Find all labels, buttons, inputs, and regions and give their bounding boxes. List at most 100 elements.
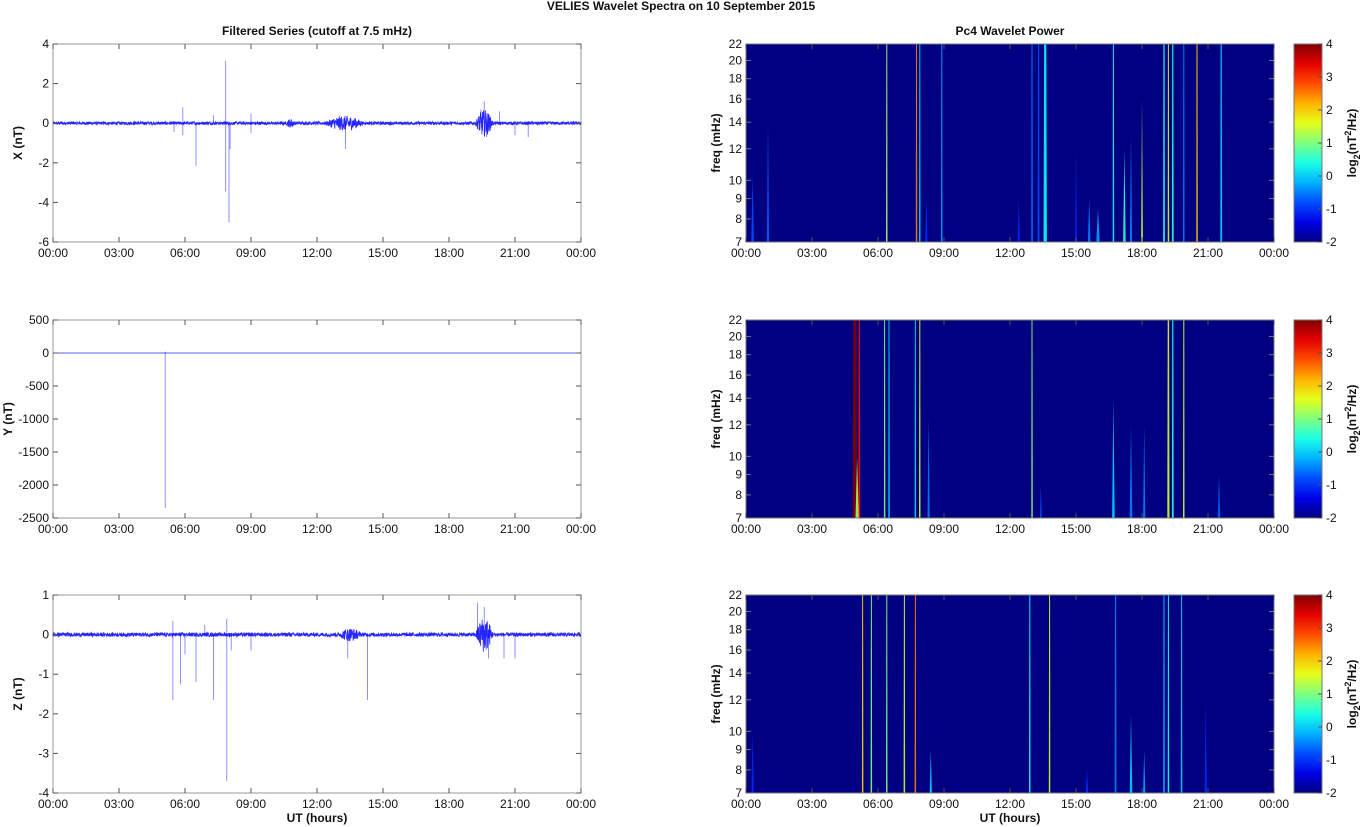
wavelet-streak xyxy=(919,44,921,242)
colorbar-label-part: 2 xyxy=(1343,682,1353,687)
plot-area xyxy=(52,319,582,519)
y-tick-label: 16 xyxy=(729,643,743,657)
colorbar-tick-label: 4 xyxy=(1326,588,1333,602)
x-tick-label: 00:00 xyxy=(566,246,596,260)
x-tick-label: 00:00 xyxy=(566,797,596,811)
x-tick-label: 09:00 xyxy=(236,522,266,536)
y-tick-label: 1 xyxy=(42,588,49,602)
x-tick-label: 00:00 xyxy=(38,797,68,811)
wavelet-streak xyxy=(1075,148,1077,242)
wavelet-streak xyxy=(1123,148,1126,242)
y-tick-label: -6 xyxy=(38,235,49,249)
colorbar-label-part: 2 xyxy=(1352,154,1362,159)
colorbar-label: log2(nT2/Hz) xyxy=(1343,660,1362,729)
wavelet-streak xyxy=(941,44,943,242)
x-tick-label: 18:00 xyxy=(434,246,464,260)
colorbar-tick-label: -1 xyxy=(1326,478,1337,492)
x-tick-label: 21:00 xyxy=(500,522,530,536)
colorbar-label-part: (nT xyxy=(1345,411,1359,430)
series-line xyxy=(52,110,582,137)
left-column-title: Filtered Series (cutoff at 7.5 mHz) xyxy=(222,24,412,38)
x-tick-label: 00:00 xyxy=(731,522,761,536)
colorbar-tick-label: 0 xyxy=(1326,720,1333,734)
y-tick-label: -1500 xyxy=(18,445,49,459)
x-tick-label: 03:00 xyxy=(797,522,827,536)
y-tick-label: 9 xyxy=(735,468,742,482)
y-tick-label: -4 xyxy=(38,195,49,209)
x-tick-label: 15:00 xyxy=(368,797,398,811)
wavelet-streak xyxy=(751,731,754,793)
wavelet-streak xyxy=(903,595,906,793)
colorbar-tick-label: 0 xyxy=(1326,169,1333,183)
wavelet-streak xyxy=(919,320,921,518)
y-tick-label: 500 xyxy=(29,313,49,327)
timeseries-panel-z: 10-1-2-3-400:00 03:00 06:00 09:00 12:00 15:00… xyxy=(11,588,596,811)
wavelet-streak xyxy=(888,320,890,518)
y-tick-label: 0 xyxy=(42,116,49,130)
x-tick-label: 15:00 xyxy=(368,522,398,536)
y-tick-label: -3 xyxy=(38,746,49,760)
y-tick-label: 7 xyxy=(735,235,742,249)
x-tick-label: 09:00 xyxy=(236,797,266,811)
x-tick-label: 18:00 xyxy=(1127,797,1157,811)
wavelet-streak xyxy=(886,595,888,793)
wavelet-streak xyxy=(1167,595,1170,793)
wavelet-streak xyxy=(1114,595,1117,793)
colorbar-tick-label: 1 xyxy=(1326,412,1333,426)
colorbar-label-part: (nT xyxy=(1345,686,1359,705)
wavelet-streak xyxy=(1112,398,1115,518)
wavelet-streak xyxy=(1029,595,1031,793)
wavelet-streak xyxy=(852,320,858,518)
figure-title: VELIES Wavelet Spectra on 10 September 2… xyxy=(547,0,816,13)
colorbar-label-part: (nT xyxy=(1345,135,1359,154)
wavelet-streak xyxy=(1037,44,1040,242)
wavelet-streak xyxy=(1171,320,1174,518)
x-tick-label: 18:00 xyxy=(1127,522,1157,536)
wavelet-streak xyxy=(925,198,928,242)
wavelet-streak xyxy=(1163,595,1165,793)
wavelet-streak xyxy=(1167,320,1170,518)
y-tick-label: 9 xyxy=(735,192,742,206)
x-tick-label: 21:00 xyxy=(500,797,530,811)
x-tick-label: 15:00 xyxy=(1061,797,1091,811)
wavelet-streak xyxy=(1167,44,1170,242)
x-tick-label: 00:00 xyxy=(1259,797,1289,811)
colorbar-tick-label: -1 xyxy=(1326,753,1337,767)
wavelet-streak xyxy=(883,320,886,518)
wavelet-streak xyxy=(886,44,888,242)
wavelet-streak xyxy=(1039,484,1042,518)
heatmap-background xyxy=(746,44,1274,242)
y-tick-label: 22 xyxy=(729,313,743,327)
x-tick-label: 12:00 xyxy=(302,522,332,536)
y-tick-label: 14 xyxy=(729,391,743,405)
colorbar-tick-label: -2 xyxy=(1326,786,1337,800)
y-tick-label: 12 xyxy=(729,693,743,707)
x-tick-label: 15:00 xyxy=(1061,246,1091,260)
x-tick-label: 21:00 xyxy=(1193,797,1223,811)
y-tick-label: 20 xyxy=(729,329,743,343)
x-tick-label: 12:00 xyxy=(302,246,332,260)
wavelet-streak xyxy=(870,595,873,793)
y-tick-label: 7 xyxy=(735,511,742,525)
wavelet-streak xyxy=(1183,320,1185,518)
wavelet-streak xyxy=(1183,44,1185,242)
x-tick-label: 09:00 xyxy=(929,246,959,260)
y-tick-label: -1000 xyxy=(18,412,49,426)
plot-area xyxy=(52,594,582,794)
x-tick-label: 03:00 xyxy=(104,246,134,260)
x-tick-label: 00:00 xyxy=(1259,246,1289,260)
wavelet-streak xyxy=(1031,44,1033,242)
y-tick-label: 16 xyxy=(729,92,743,106)
x-tick-label: 09:00 xyxy=(929,522,959,536)
wavelet-streak xyxy=(1129,714,1133,793)
right-column-title: Pc4 Wavelet Power xyxy=(956,24,1065,38)
y-axis-label: freq (mHz) xyxy=(709,113,723,172)
colorbar-label-part: /Hz) xyxy=(1345,660,1359,682)
y-tick-label: 14 xyxy=(729,115,743,129)
y-axis-label: freq (mHz) xyxy=(709,389,723,448)
colorbar-label-part: /Hz) xyxy=(1345,109,1359,131)
y-tick-label: 12 xyxy=(729,418,743,432)
wavelet-streak xyxy=(1204,699,1207,793)
x-tick-label: 21:00 xyxy=(1193,522,1223,536)
